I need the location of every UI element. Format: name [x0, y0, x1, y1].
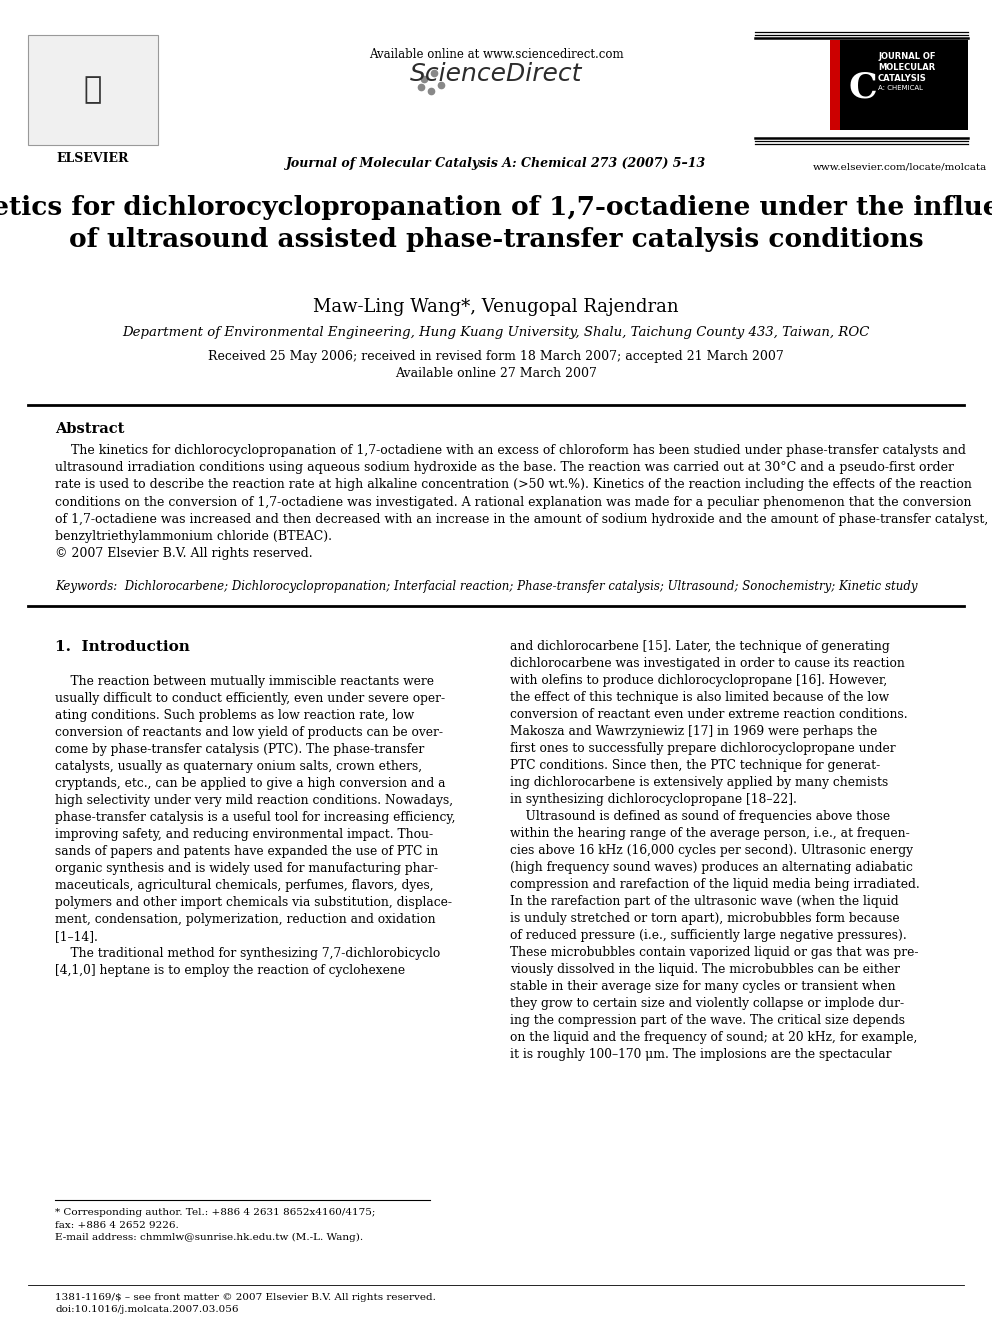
Text: ELSEVIER: ELSEVIER [57, 152, 129, 165]
Text: Kinetics for dichlorocyclopropanation of 1,7-octadiene under the influence
of ul: Kinetics for dichlorocyclopropanation of… [0, 194, 992, 251]
Bar [28, 34, 158, 146]
Bar [830, 40, 968, 130]
Text: 🌲: 🌲 [84, 75, 102, 105]
Bar [830, 40, 840, 130]
Text: MOLECULAR: MOLECULAR [878, 64, 935, 71]
Text: Available online at www.sciencedirect.com: Available online at www.sciencedirect.co… [369, 48, 623, 61]
Text: Available online 27 March 2007: Available online 27 March 2007 [395, 366, 597, 380]
Text: * Corresponding author. Tel.: +886 4 2631 8652x4160/4175;
fax: +886 4 2652 9226.: * Corresponding author. Tel.: +886 4 263… [55, 1208, 375, 1242]
Text: JOURNAL OF: JOURNAL OF [878, 52, 935, 61]
Text: Keywords:  Dichlorocarbene; Dichlorocyclopropanation; Interfacial reaction; Phas: Keywords: Dichlorocarbene; Dichlorocyclo… [55, 579, 918, 593]
Text: C: C [848, 71, 877, 105]
Text: www.elsevier.com/locate/molcata: www.elsevier.com/locate/molcata [812, 161, 987, 171]
Text: 1381-1169/$ – see front matter © 2007 Elsevier B.V. All rights reserved.
doi:10.: 1381-1169/$ – see front matter © 2007 El… [55, 1293, 435, 1315]
Text: A: CHEMICAL: A: CHEMICAL [878, 85, 923, 91]
Text: Received 25 May 2006; received in revised form 18 March 2007; accepted 21 March : Received 25 May 2006; received in revise… [208, 351, 784, 363]
Text: The kinetics for dichlorocyclopropanation of 1,7-octadiene with an excess of chl: The kinetics for dichlorocyclopropanatio… [55, 445, 988, 560]
Text: and dichlorocarbene [15]. Later, the technique of generating
dichlorocarbene was: and dichlorocarbene [15]. Later, the tec… [510, 640, 920, 1061]
Text: CATALYSIS: CATALYSIS [878, 74, 927, 83]
Text: Abstract: Abstract [55, 422, 124, 437]
Text: ScienceDirect: ScienceDirect [410, 62, 582, 86]
Text: The reaction between mutually immiscible reactants were
usually difficult to con: The reaction between mutually immiscible… [55, 675, 455, 976]
Text: Department of Environmental Engineering, Hung Kuang University, Shalu, Taichung : Department of Environmental Engineering,… [122, 325, 870, 339]
Text: Maw-Ling Wang*, Venugopal Rajendran: Maw-Ling Wang*, Venugopal Rajendran [313, 298, 679, 316]
Text: Journal of Molecular Catalysis A: Chemical 273 (2007) 5–13: Journal of Molecular Catalysis A: Chemic… [286, 157, 706, 169]
Text: 1.  Introduction: 1. Introduction [55, 640, 189, 654]
